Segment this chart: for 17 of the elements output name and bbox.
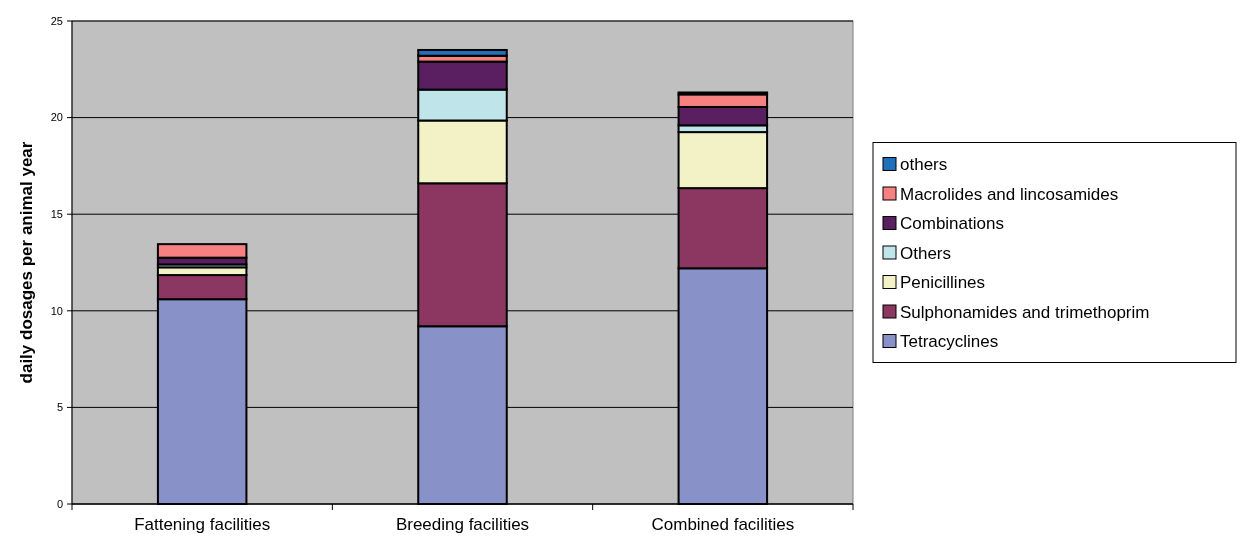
- legend-label: Macrolides and lincosamides: [900, 184, 1119, 204]
- y-tick-label: 0: [56, 497, 63, 510]
- legend-label: Penicillines: [900, 273, 986, 293]
- x-tick-label: Breeding facilities: [395, 515, 530, 534]
- y-tick-label: 20: [50, 111, 63, 124]
- legend-label: others: [900, 155, 948, 175]
- y-axis-title: daily dosages per animal year: [16, 141, 36, 384]
- legend-label: Combinations: [900, 214, 1004, 234]
- x-tick-label: Combined facilities: [651, 515, 795, 534]
- x-tick-label: Fattening facilities: [134, 515, 271, 534]
- y-tick-label: 25: [50, 14, 63, 27]
- y-tick-label: 5: [56, 401, 63, 414]
- y-tick-label: 10: [50, 304, 63, 317]
- legend-label: Others: [900, 243, 952, 263]
- legend-label: Tetracyclines: [900, 332, 999, 352]
- y-tick-label: 15: [50, 208, 63, 221]
- legend-label: Sulphonamides and trimethoprim: [900, 302, 1150, 322]
